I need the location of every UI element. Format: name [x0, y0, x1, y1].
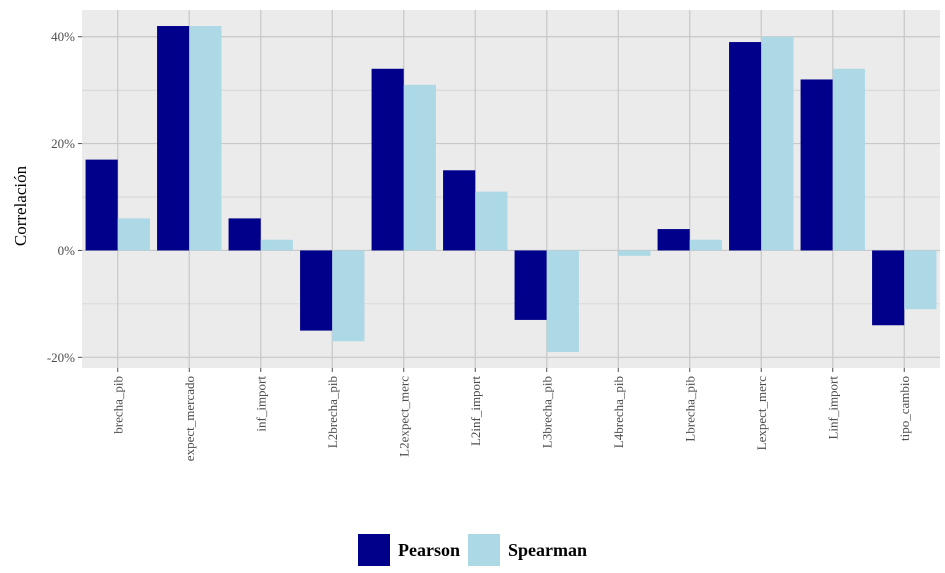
x-tick-label: Linf_import: [825, 376, 840, 440]
bar-spearman-expect_mercado: [189, 26, 222, 251]
x-tick-labels: brecha_pib expect_mercado inf_import L2brec…: [110, 368, 912, 461]
y-tick-labels: -20% 0% 20% 40%: [47, 29, 82, 365]
bar-spearman-brecha_pib: [117, 218, 150, 251]
bar-pearson-expect_mercado: [157, 26, 190, 251]
y-gridlines: [82, 36, 940, 358]
legend-label: Pearson: [397, 539, 460, 560]
bar-spearman-tipo_cambio: [904, 250, 937, 310]
legend-label: Spearman: [507, 539, 587, 560]
legend-item-spearman: Spearman: [467, 534, 587, 566]
bar-pearson-Lexpect_merc: [729, 42, 762, 251]
legend-item-pearson: Pearson: [357, 534, 460, 566]
bar-pearson-brecha_pib: [85, 159, 118, 251]
x-tick-label: L2inf_import: [468, 376, 483, 446]
y-tick-label: 20%: [51, 136, 75, 151]
x-tick-label: Lbrecha_pib: [682, 376, 697, 442]
bar-spearman-Lbrecha_pib: [689, 239, 722, 251]
bars: [85, 26, 937, 352]
bar-pearson-inf_import: [228, 218, 261, 251]
bar-pearson-L2inf_import: [443, 170, 476, 251]
bar-pearson-L2brecha_pib: [300, 250, 333, 331]
x-tick-label: brecha_pib: [110, 376, 125, 434]
correlation-bar-chart: -20% 0% 20% 40% brecha_pib expect_mercado inf…: [11, 10, 940, 461]
bar-pearson-Linf_import: [800, 79, 833, 251]
bar-pearson-Lbrecha_pib: [657, 229, 690, 251]
bar-spearman-Linf_import: [832, 68, 865, 251]
x-tick-label: inf_import: [253, 376, 268, 432]
bar-pearson-L3brecha_pib: [514, 250, 547, 320]
y-tick-label: -20%: [47, 350, 75, 365]
x-tick-label: L3brecha_pib: [539, 376, 554, 448]
legend-swatch: [357, 534, 390, 566]
x-tick-label: expect_mercado: [182, 376, 197, 461]
bar-pearson-L2expect_merc: [371, 68, 404, 251]
x-tick-label: L2expect_merc: [396, 376, 411, 457]
y-axis-label: Correlación: [11, 165, 30, 246]
x-tick-label: L4brecha_pib: [611, 376, 626, 448]
bar-spearman-L2brecha_pib: [332, 250, 365, 342]
bar-spearman-L2expect_merc: [403, 84, 436, 251]
bar-spearman-Lexpect_merc: [761, 36, 794, 251]
bar-spearman-L4brecha_pib: [618, 250, 651, 256]
bar-spearman-L2inf_import: [475, 191, 508, 251]
x-tick-label: tipo_cambio: [897, 376, 912, 441]
legend: Pearson Spearman: [0, 532, 945, 568]
x-tick-label: L2brecha_pib: [325, 376, 340, 448]
x-tick-label: Lexpect_merc: [754, 376, 769, 451]
bar-spearman-L3brecha_pib: [546, 250, 579, 352]
y-tick-label: 0%: [58, 243, 76, 258]
plot-panel: [82, 10, 940, 368]
bar-pearson-tipo_cambio: [872, 250, 905, 326]
legend-swatch: [467, 534, 500, 566]
y-tick-label: 40%: [51, 29, 75, 44]
bar-spearman-inf_import: [260, 239, 293, 251]
